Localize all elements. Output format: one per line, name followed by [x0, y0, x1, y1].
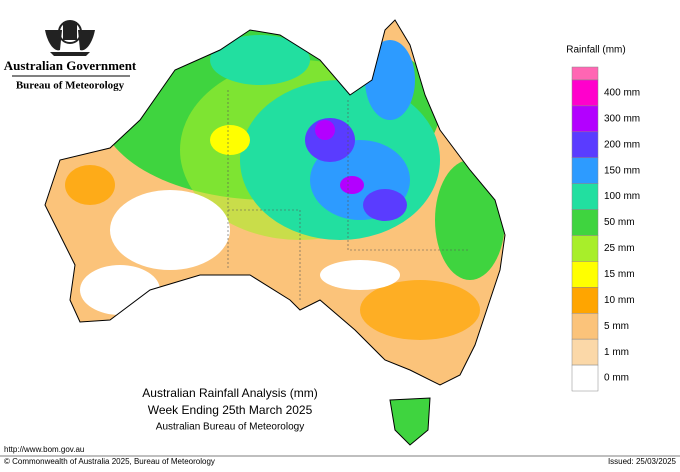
footer-url: http://www.bom.gov.au: [4, 445, 84, 454]
legend-swatch: [571, 183, 599, 210]
legend-label: 150 mm: [604, 165, 640, 176]
footer-issued: Issued: 25/03/2025: [608, 457, 677, 466]
legend-label: 10 mm: [604, 295, 635, 306]
legend-label: 300 mm: [604, 113, 640, 124]
legend-swatch: [571, 235, 599, 262]
legend-label: 1 mm: [604, 347, 629, 358]
legend-swatch: [571, 157, 599, 184]
legend-swatch: [571, 338, 599, 366]
legend-swatch: [571, 79, 599, 107]
legend-swatch: [571, 105, 599, 133]
header-title: Australian Government: [4, 58, 137, 73]
legend-swatch: [571, 261, 599, 288]
legend-swatch: [571, 131, 599, 158]
legend-label: 5 mm: [604, 321, 629, 332]
legend-swatch: [571, 66, 599, 81]
legend-swatch: [571, 312, 599, 340]
legend-label: 50 mm: [604, 217, 635, 228]
legend-label: 400 mm: [604, 88, 640, 99]
legend-label: 0 mm: [604, 373, 629, 384]
legend-title: Rainfall (mm): [566, 45, 625, 56]
legend-label: 15 mm: [604, 269, 635, 280]
legend-swatch: [571, 209, 599, 236]
legend-swatch: [571, 364, 599, 392]
map-title-line2: Week Ending 25th March 2025: [148, 403, 313, 417]
map-title-line1: Australian Rainfall Analysis (mm): [142, 386, 317, 400]
footer-copyright: © Commonwealth of Australia 2025, Bureau…: [4, 457, 215, 466]
header-subtitle: Bureau of Meteorology: [16, 80, 125, 92]
coat-of-arms: [45, 20, 95, 56]
legend: 400 mm 300 mm 200 mm 150 mm 100 mm 50 mm 25 mm…: [571, 66, 640, 392]
legend-swatch: [571, 287, 599, 314]
map-title-line3: Australian Bureau of Meteorology: [156, 422, 304, 433]
legend-label: 200 mm: [604, 139, 640, 150]
legend-label: 100 mm: [604, 191, 640, 202]
legend-label: 25 mm: [604, 243, 635, 254]
